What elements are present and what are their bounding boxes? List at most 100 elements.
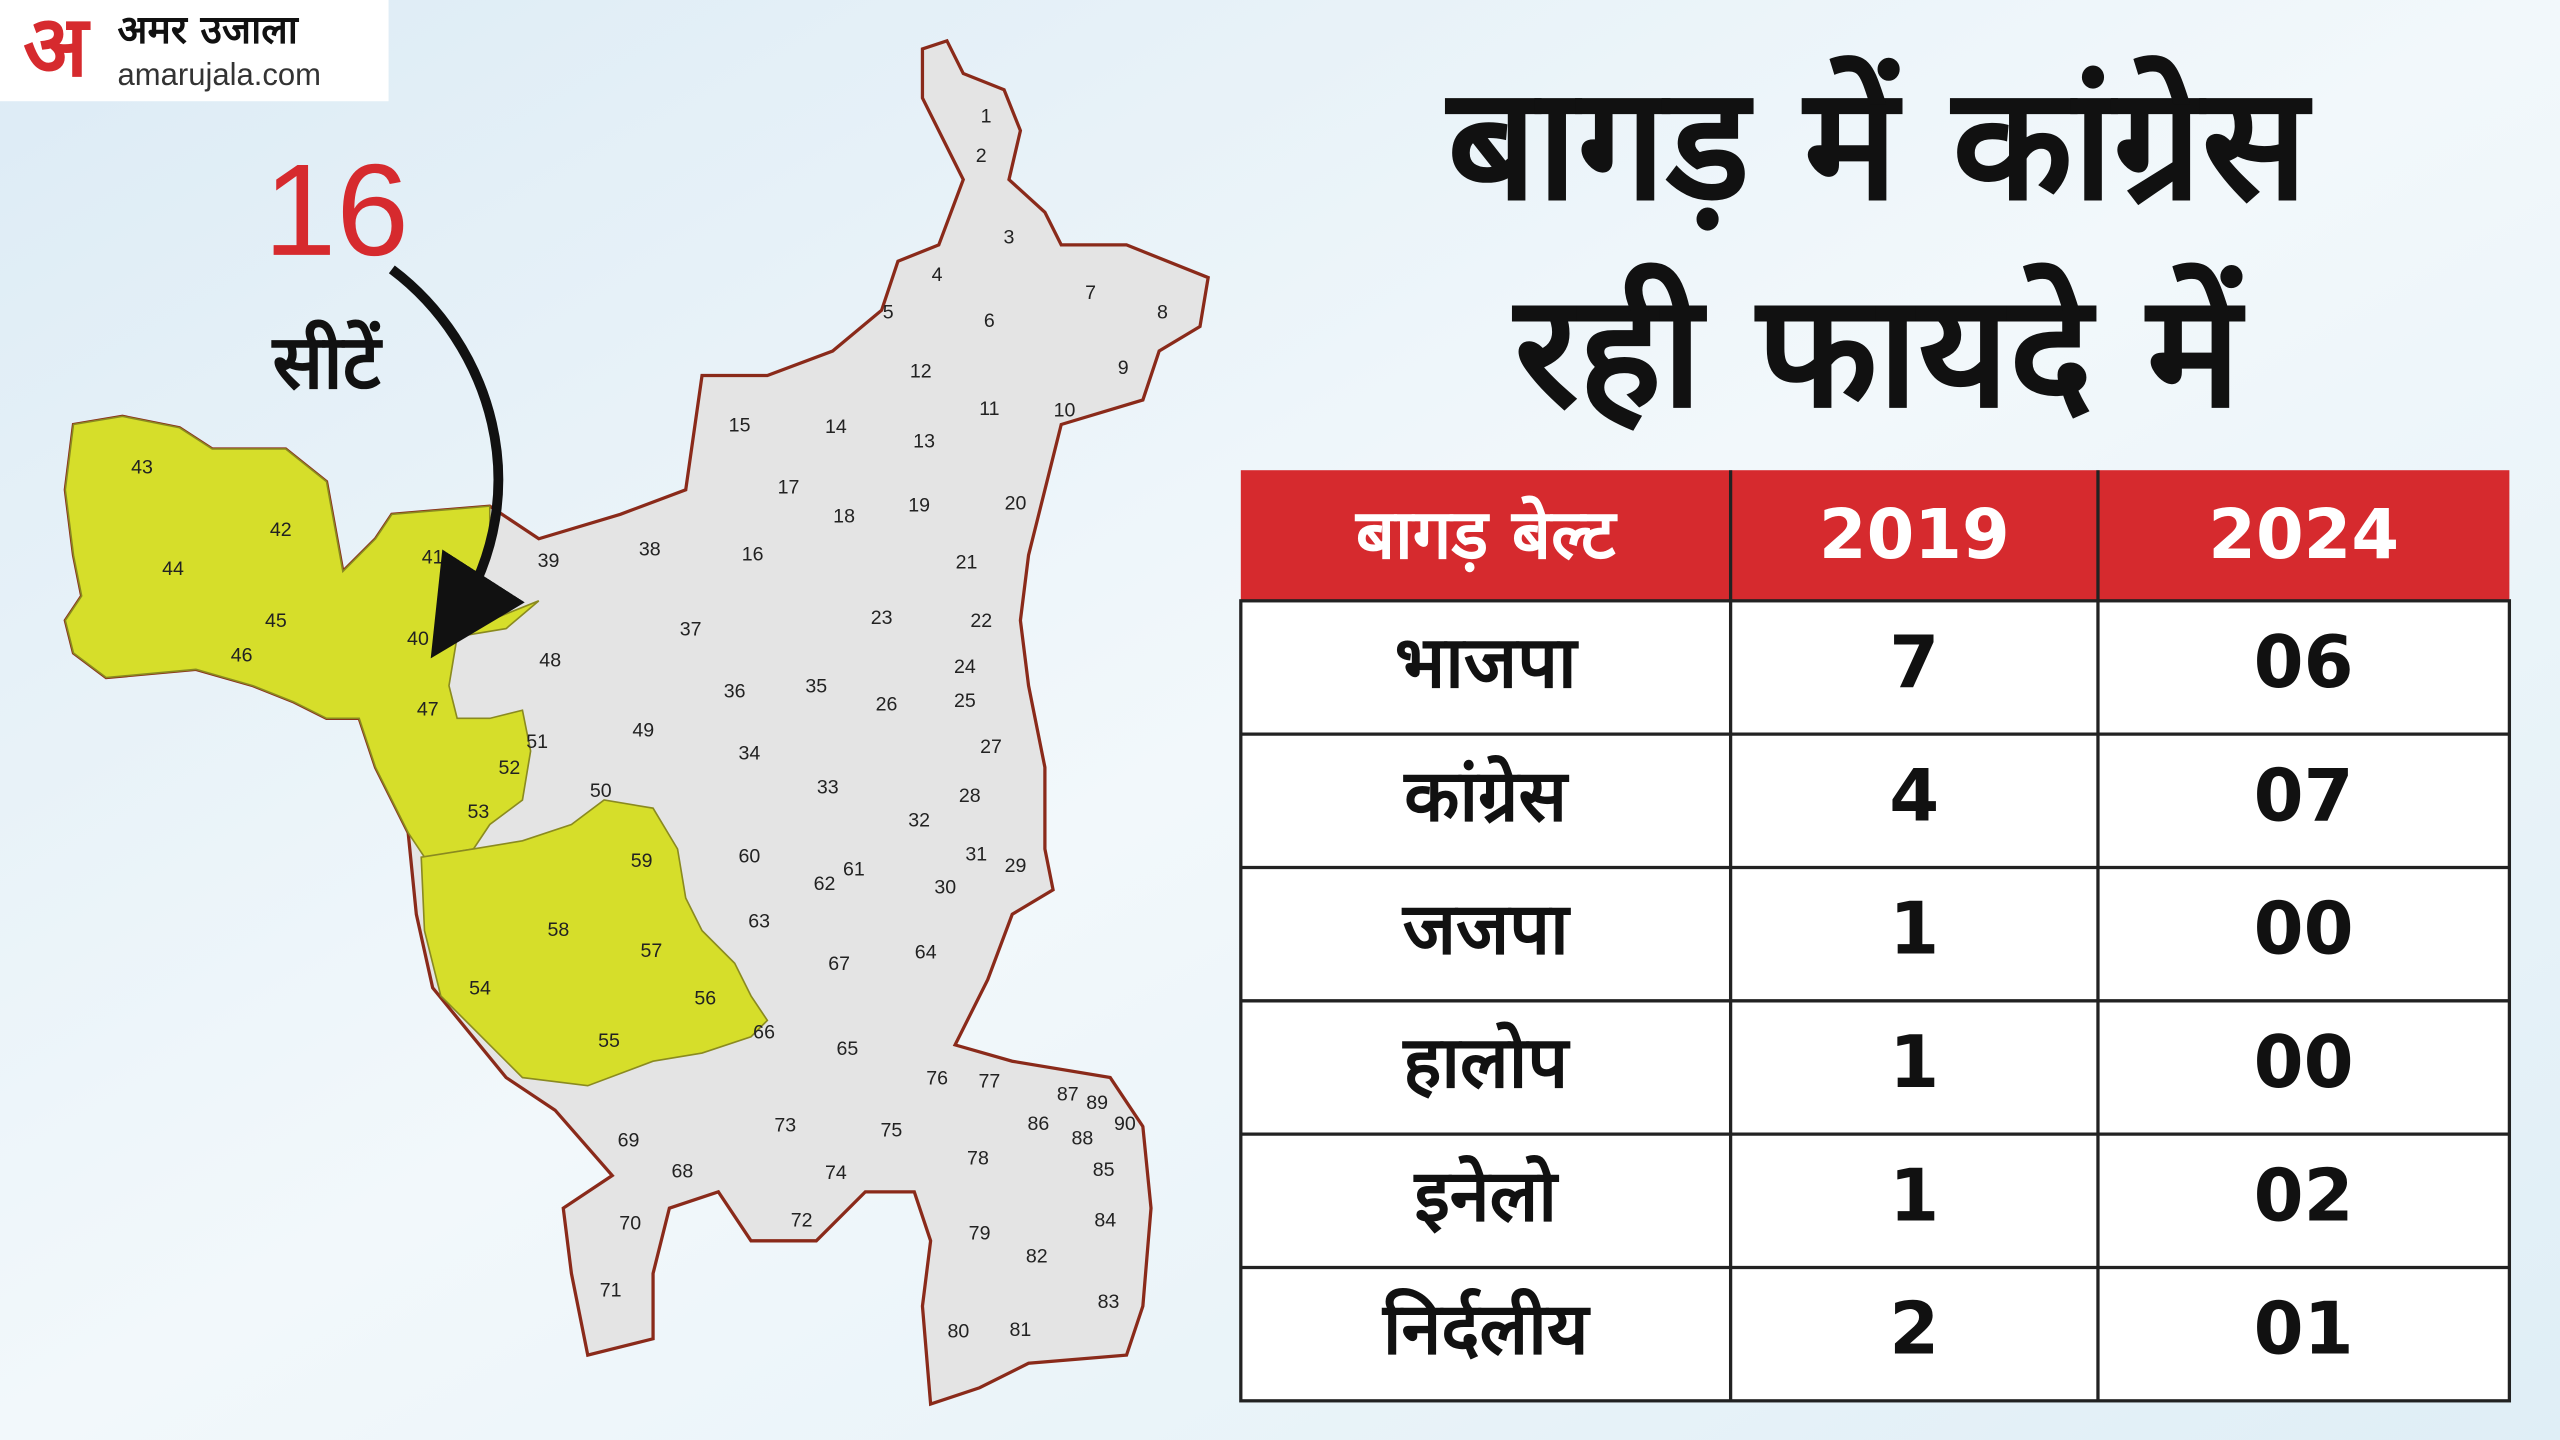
constituency-label: 82 xyxy=(1026,1245,1048,1267)
constituency-label: 80 xyxy=(947,1320,969,1342)
constituency-label: 71 xyxy=(600,1280,622,1302)
table-header-cell: बागड़ बेल्ट xyxy=(1354,495,1618,575)
constituency-label: 11 xyxy=(979,398,999,420)
constituency-label: 75 xyxy=(881,1120,903,1142)
constituency-label: 55 xyxy=(598,1030,620,1052)
highlight-south xyxy=(420,799,769,1087)
table-cell: 02 xyxy=(2254,1153,2354,1237)
constituency-label: 10 xyxy=(1054,400,1076,422)
constituency-label: 5 xyxy=(883,302,894,324)
logo-mark: अ xyxy=(23,0,91,97)
table-header-bg xyxy=(1240,470,2510,601)
callout-unit: सीटें xyxy=(270,318,383,406)
constituency-label: 60 xyxy=(738,845,760,867)
logo-box xyxy=(0,0,389,102)
table-cell: 1 xyxy=(1889,887,1939,971)
constituency-label: 21 xyxy=(956,551,978,573)
constituency-label: 54 xyxy=(469,978,491,1000)
table-cell: कांग्रेस xyxy=(1402,753,1569,837)
constituency-label: 31 xyxy=(965,844,987,866)
table-cell: 07 xyxy=(2254,753,2354,837)
table-cell: 00 xyxy=(2254,1020,2354,1104)
constituency-label: 41 xyxy=(422,547,444,569)
constituency-label: 90 xyxy=(1114,1113,1136,1135)
constituency-label: 88 xyxy=(1072,1128,1094,1150)
callout-number: 16 xyxy=(264,137,409,283)
title-line-1: बागड़ में कांग्रेस xyxy=(1444,53,2312,235)
table-cell: 00 xyxy=(2254,887,2354,971)
constituency-label: 81 xyxy=(1010,1319,1032,1341)
constituency-label: 59 xyxy=(631,850,653,872)
constituency-label: 14 xyxy=(825,416,847,438)
table-cell: 1 xyxy=(1889,1020,1939,1104)
constituency-label: 20 xyxy=(1005,493,1027,515)
constituency-label: 53 xyxy=(467,801,489,823)
constituency-label: 42 xyxy=(270,519,292,541)
table-cell: 01 xyxy=(2254,1287,2354,1371)
constituency-label: 76 xyxy=(926,1067,948,1089)
constituency-label: 17 xyxy=(778,476,800,498)
constituency-label: 33 xyxy=(817,777,839,799)
constituency-label: 36 xyxy=(724,680,746,702)
table-cell: निर्दलीय xyxy=(1381,1287,1591,1371)
title-line-2: रही फायदे में xyxy=(1511,260,2246,442)
constituency-label: 18 xyxy=(833,506,855,528)
constituency-label: 52 xyxy=(498,757,520,779)
constituency-label: 40 xyxy=(407,628,429,650)
table-cell: भाजपा xyxy=(1395,620,1579,704)
table-header-cell: 2019 xyxy=(1819,495,2010,575)
constituency-label: 50 xyxy=(590,780,612,802)
constituency-label: 32 xyxy=(908,809,930,831)
highlight-west xyxy=(64,415,540,859)
constituency-label: 24 xyxy=(954,656,976,678)
constituency-label: 26 xyxy=(876,693,898,715)
logo-name: अमर उजाला xyxy=(118,8,300,53)
constituency-label: 70 xyxy=(619,1213,641,1235)
constituency-label: 39 xyxy=(538,550,560,572)
constituency-label: 12 xyxy=(910,360,932,382)
constituency-label: 83 xyxy=(1098,1291,1120,1313)
constituency-label: 85 xyxy=(1093,1159,1115,1181)
constituency-label: 7 xyxy=(1085,282,1096,304)
constituency-label: 78 xyxy=(967,1147,989,1169)
constituency-label: 58 xyxy=(547,919,569,941)
constituency-label: 87 xyxy=(1057,1084,1079,1106)
constituency-label: 2 xyxy=(976,145,987,167)
constituency-label: 6 xyxy=(984,310,995,332)
constituency-label: 23 xyxy=(871,607,893,629)
constituency-label: 25 xyxy=(954,690,976,712)
constituency-label: 72 xyxy=(791,1209,813,1231)
constituency-label: 89 xyxy=(1086,1092,1108,1114)
constituency-label: 56 xyxy=(694,987,716,1009)
constituency-label: 84 xyxy=(1094,1209,1116,1231)
constituency-label: 13 xyxy=(913,431,935,453)
table-cell: 2 xyxy=(1889,1287,1939,1371)
table: बागड़ बेल्ट 2019 2024 भाजपा 7 06 कांग्रेस 4 07 जज… xyxy=(1239,470,2512,1403)
constituency-label: 30 xyxy=(934,876,956,898)
constituency-label: 61 xyxy=(843,858,865,880)
constituency-label: 43 xyxy=(131,457,153,479)
constituency-label: 47 xyxy=(417,698,439,720)
constituency-label: 19 xyxy=(908,494,930,516)
constituency-label: 67 xyxy=(828,953,850,975)
table-cell: 1 xyxy=(1889,1153,1939,1237)
constituency-label: 57 xyxy=(641,940,663,962)
constituency-label: 46 xyxy=(231,644,253,666)
table-cell: 4 xyxy=(1889,753,1939,837)
callout-arrow xyxy=(388,265,525,659)
constituency-label: 74 xyxy=(825,1162,847,1184)
constituency-label: 3 xyxy=(1004,227,1015,249)
logo: अ अमर उजाला amarujala.com xyxy=(0,0,389,102)
constituency-label: 29 xyxy=(1005,855,1027,877)
constituency-label: 28 xyxy=(959,785,981,807)
constituency-label: 45 xyxy=(265,610,287,632)
table-cell: जजपा xyxy=(1401,887,1571,971)
constituency-label: 9 xyxy=(1118,357,1129,379)
table-cell: 06 xyxy=(2254,620,2354,704)
constituency-label: 35 xyxy=(805,676,827,698)
constituency-label: 49 xyxy=(632,720,654,742)
constituency-label: 48 xyxy=(539,649,561,671)
